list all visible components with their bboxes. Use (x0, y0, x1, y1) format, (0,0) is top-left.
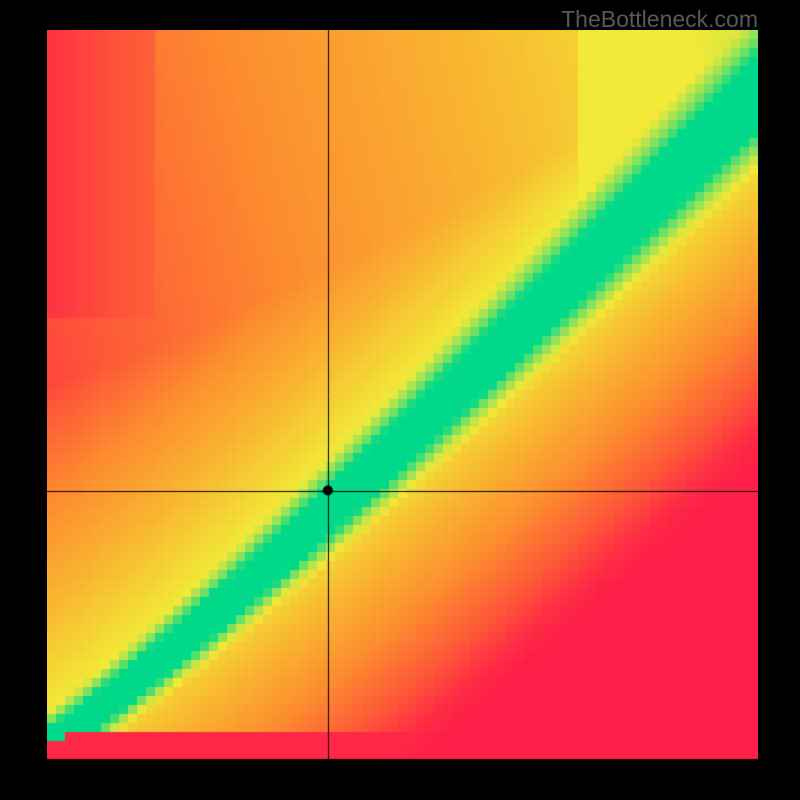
bottleneck-heatmap (47, 30, 758, 761)
chart-wrapper: TheBottleneck.com (0, 0, 800, 800)
watermark-text: TheBottleneck.com (561, 6, 758, 33)
